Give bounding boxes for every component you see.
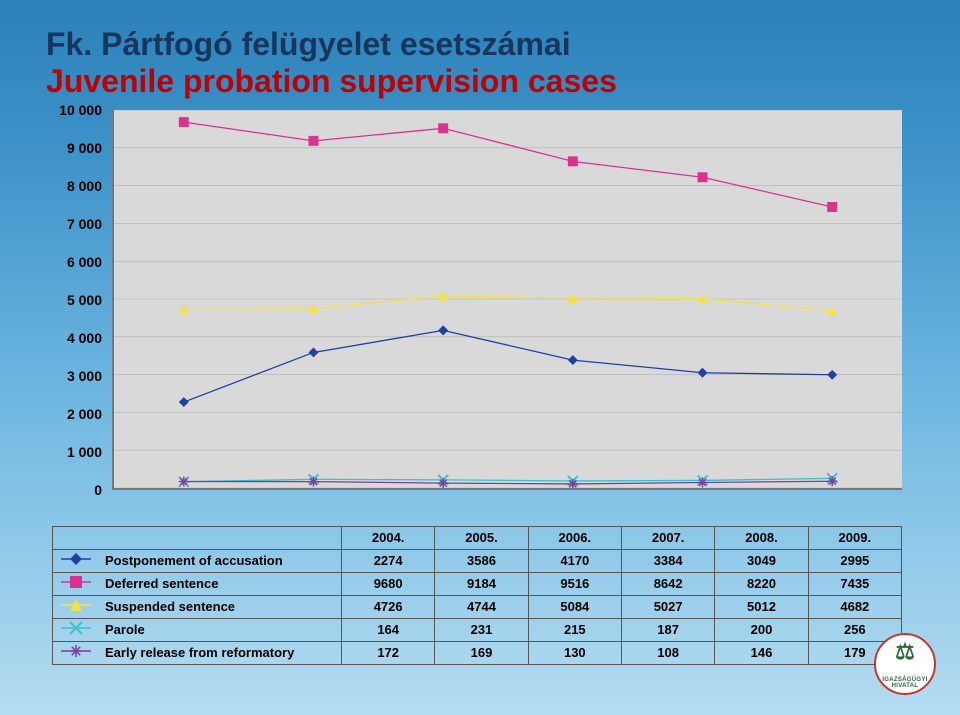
value-cell: 9516: [528, 572, 621, 595]
table-cell: [99, 526, 342, 549]
value-cell: 172: [342, 641, 435, 664]
table-header-cell: 2007.: [621, 526, 714, 549]
value-cell: 7435: [808, 572, 901, 595]
y-tick-label: 6 000: [67, 254, 102, 270]
value-cell: 4726: [342, 595, 435, 618]
y-tick-label: 7 000: [67, 216, 102, 232]
value-cell: 108: [621, 641, 714, 664]
title-block: Fk. Pártfogó felügyelet esetszámai Juven…: [46, 26, 914, 100]
value-cell: 5012: [715, 595, 808, 618]
table-header-cell: 2008.: [715, 526, 808, 549]
table-row: Postponement of accusation22743586417033…: [53, 549, 902, 572]
table-row: Suspended sentence4726474450845027501246…: [53, 595, 902, 618]
y-axis-labels: 01 0002 0003 0004 0005 0006 0007 0008 00…: [48, 110, 102, 490]
y-tick-label: 10 000: [59, 102, 102, 118]
value-cell: 9680: [342, 572, 435, 595]
value-cell: 9184: [435, 572, 528, 595]
value-cell: 5084: [528, 595, 621, 618]
value-cell: 2995: [808, 549, 901, 572]
legend-marker-cell: [53, 618, 100, 641]
series-name-cell: Early release from reformatory: [99, 641, 342, 664]
value-cell: 4170: [528, 549, 621, 572]
series-name-cell: Postponement of accusation: [99, 549, 342, 572]
chart: 01 0002 0003 0004 0005 0006 0007 0008 00…: [52, 110, 902, 490]
table-header-cell: 2006.: [528, 526, 621, 549]
chart-svg: [114, 110, 902, 488]
legend-marker-cell: [53, 572, 100, 595]
legend-marker-cell: [53, 595, 100, 618]
table-header-cell: 2009.: [808, 526, 901, 549]
value-cell: 8220: [715, 572, 808, 595]
value-cell: 4682: [808, 595, 901, 618]
value-cell: 215: [528, 618, 621, 641]
value-cell: 231: [435, 618, 528, 641]
value-cell: 3049: [715, 549, 808, 572]
plot-area: [112, 110, 902, 490]
series-name-cell: Suspended sentence: [99, 595, 342, 618]
table: 2004.2005.2006.2007.2008.2009.Postponeme…: [52, 526, 902, 665]
series-name-cell: Deferred sentence: [99, 572, 342, 595]
table-row: Deferred sentence96809184951686428220743…: [53, 572, 902, 595]
table-header-cell: 2004.: [342, 526, 435, 549]
title-line-1: Fk. Pártfogó felügyelet esetszámai: [46, 26, 914, 63]
table-body: 2004.2005.2006.2007.2008.2009.Postponeme…: [53, 526, 902, 664]
y-tick-label: 0: [94, 482, 102, 498]
y-tick-label: 5 000: [67, 292, 102, 308]
legend-marker-cell: [53, 641, 100, 664]
value-cell: 2274: [342, 549, 435, 572]
title-line-2: Juvenile probation supervision cases: [46, 63, 914, 100]
y-tick-label: 3 000: [67, 368, 102, 384]
value-cell: 200: [715, 618, 808, 641]
table-cell: [53, 526, 100, 549]
series-name-cell: Parole: [99, 618, 342, 641]
y-tick-label: 9 000: [67, 140, 102, 156]
value-cell: 169: [435, 641, 528, 664]
slide: Fk. Pártfogó felügyelet esetszámai Juven…: [0, 0, 960, 715]
y-tick-label: 1 000: [67, 444, 102, 460]
y-tick-label: 2 000: [67, 406, 102, 422]
logo: IGAZSÁGÜGYI HIVATAL: [874, 633, 936, 695]
legend-marker-cell: [53, 549, 100, 572]
table-row: Early release from reformatory1721691301…: [53, 641, 902, 664]
value-cell: 4744: [435, 595, 528, 618]
value-cell: 130: [528, 641, 621, 664]
value-cell: 8642: [621, 572, 714, 595]
value-cell: 164: [342, 618, 435, 641]
table-header-cell: 2005.: [435, 526, 528, 549]
y-tick-label: 8 000: [67, 178, 102, 194]
value-cell: 3586: [435, 549, 528, 572]
value-cell: 5027: [621, 595, 714, 618]
table-row: Parole164231215187200256: [53, 618, 902, 641]
value-cell: 146: [715, 641, 808, 664]
value-cell: 3384: [621, 549, 714, 572]
data-table: 2004.2005.2006.2007.2008.2009.Postponeme…: [52, 526, 902, 665]
logo-text: IGAZSÁGÜGYI HIVATAL: [876, 677, 934, 689]
value-cell: 187: [621, 618, 714, 641]
y-tick-label: 4 000: [67, 330, 102, 346]
